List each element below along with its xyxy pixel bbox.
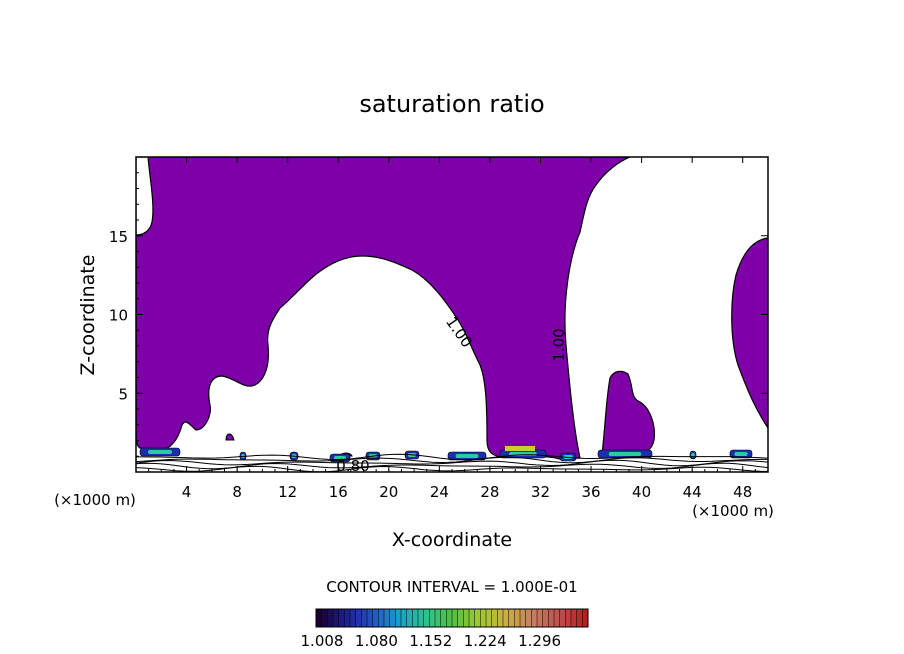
colorbar-cell-15 [401,609,408,627]
colorbar-label-0: 1.008 [301,632,344,650]
colorbar-cell-36 [520,609,527,627]
cloud-core-11 [734,452,748,456]
y-axis-label: Z-coordinate [77,255,99,376]
y-tick-label-0: 5 [118,385,128,403]
cloud-core-9 [608,452,642,456]
colorbar-cell-14 [395,609,402,627]
x-tick-label-1: 8 [232,483,242,501]
colorbar-cell-22 [440,609,447,627]
colorbar-cell-27 [469,609,476,627]
colorbar-cell-26 [463,609,470,627]
x-tick-label-9: 40 [632,483,651,501]
x-tick-label-11: 48 [733,483,752,501]
x-tick-label-7: 32 [531,483,550,501]
colorbar-cell-28 [474,609,481,627]
cloud-core-6 [455,454,479,458]
colorbar-cell-2 [327,609,334,627]
colorbar-cell-17 [412,609,419,627]
colorbar-cell-39 [537,609,544,627]
colorbar-cell-9 [367,609,374,627]
colorbar-cell-6 [350,609,357,627]
cloud-peak-core [505,446,535,451]
cloud-core-10 [691,453,695,457]
colorbar-cell-19 [423,609,430,627]
x-axis-ticks: 4 8 12 16 20 24 28 32 36 40 44 48 [148,157,756,501]
colorbar-cell-8 [361,609,368,627]
x-tick-label-0: 4 [182,483,192,501]
small-cell-1 [225,433,235,441]
x-tick-label-8: 36 [581,483,600,501]
colorbar-cell-44 [565,609,572,627]
colorbar-cell-33 [503,609,510,627]
x-tick-label-6: 28 [480,483,499,501]
x-tick-label-3: 16 [329,483,348,501]
colorbar-cell-47 [582,609,589,627]
x-tick-label-2: 12 [278,483,297,501]
colorbar-cell-16 [406,609,413,627]
colorbar-cell-42 [554,609,561,627]
colorbar-cell-30 [486,609,493,627]
colorbar-cell-31 [491,609,498,627]
colorbar [315,608,589,628]
surface-contour-0 [136,453,769,461]
surface-contour-1 [135,456,768,464]
colorbar-cell-38 [531,609,538,627]
colorbar-cell-25 [457,609,464,627]
cloud-cell-40km [601,370,655,457]
colorbar-cell-21 [435,609,442,627]
colorbar-cell-23 [446,609,453,627]
colorbar-cell-20 [429,609,436,627]
supersaturated-region-east [731,237,768,430]
x-tick-label-5: 24 [430,483,449,501]
colorbar-cell-41 [548,609,555,627]
y-tick-label-1: 10 [109,307,128,325]
y-tick-label-2: 15 [109,228,128,246]
colorbar-cell-10 [372,609,379,627]
colorbar-cell-45 [571,609,578,627]
colorbar-label-3: 1.224 [464,632,507,650]
colorbar-cell-46 [576,609,583,627]
cloud-core-0 [148,450,172,454]
colorbar-cell-34 [508,609,515,627]
colorbar-frame [315,608,589,628]
colorbar-cell-11 [378,609,385,627]
colorbar-cell-5 [344,609,351,627]
colorbar-cell-12 [384,609,391,627]
colorbar-label-1: 1.080 [355,632,398,650]
colorbar-cell-43 [559,609,566,627]
colorbar-cell-0 [316,609,323,627]
colorbar-cell-40 [542,609,549,627]
colorbar-cell-4 [338,609,345,627]
corner-gap [136,157,154,236]
contour-label-east: 1.00 [550,328,568,361]
colorbar-cell-24 [452,609,459,627]
colorbar-cell-1 [321,609,328,627]
colorbar-cell-3 [333,609,340,627]
x-unit-left: (×1000 m) [54,491,136,509]
y-axis-ticks: 5 10 15 [109,172,768,457]
colorbar-cell-7 [355,609,362,627]
surface-contour-2 [135,459,769,467]
supersaturated-region-west [136,157,631,460]
chart-title: saturation ratio [359,90,544,118]
plot-area: 1.00 1.00 0.80 [135,156,769,475]
x-tick-label-10: 44 [683,483,702,501]
colorbar-cell-37 [525,609,532,627]
colorbar-label-4: 1.296 [518,632,561,650]
x-unit-right: (×1000 m) [692,502,774,520]
colorbar-label-2: 1.152 [409,632,452,650]
colorbar-cell-32 [497,609,504,627]
x-tick-label-4: 20 [379,483,398,501]
colorbar-cell-35 [514,609,521,627]
x-axis-label: X-coordinate [392,529,512,551]
colorbar-tick-labels: 1.008 1.080 1.152 1.224 1.296 [301,632,562,650]
colorbar-cell-29 [480,609,487,627]
contour-interval-text: CONTOUR INTERVAL = 1.000E-01 [326,578,577,596]
colorbar-cell-18 [418,609,425,627]
contour-label-surface: 0.80 [336,457,369,475]
colorbar-cell-13 [389,609,396,627]
